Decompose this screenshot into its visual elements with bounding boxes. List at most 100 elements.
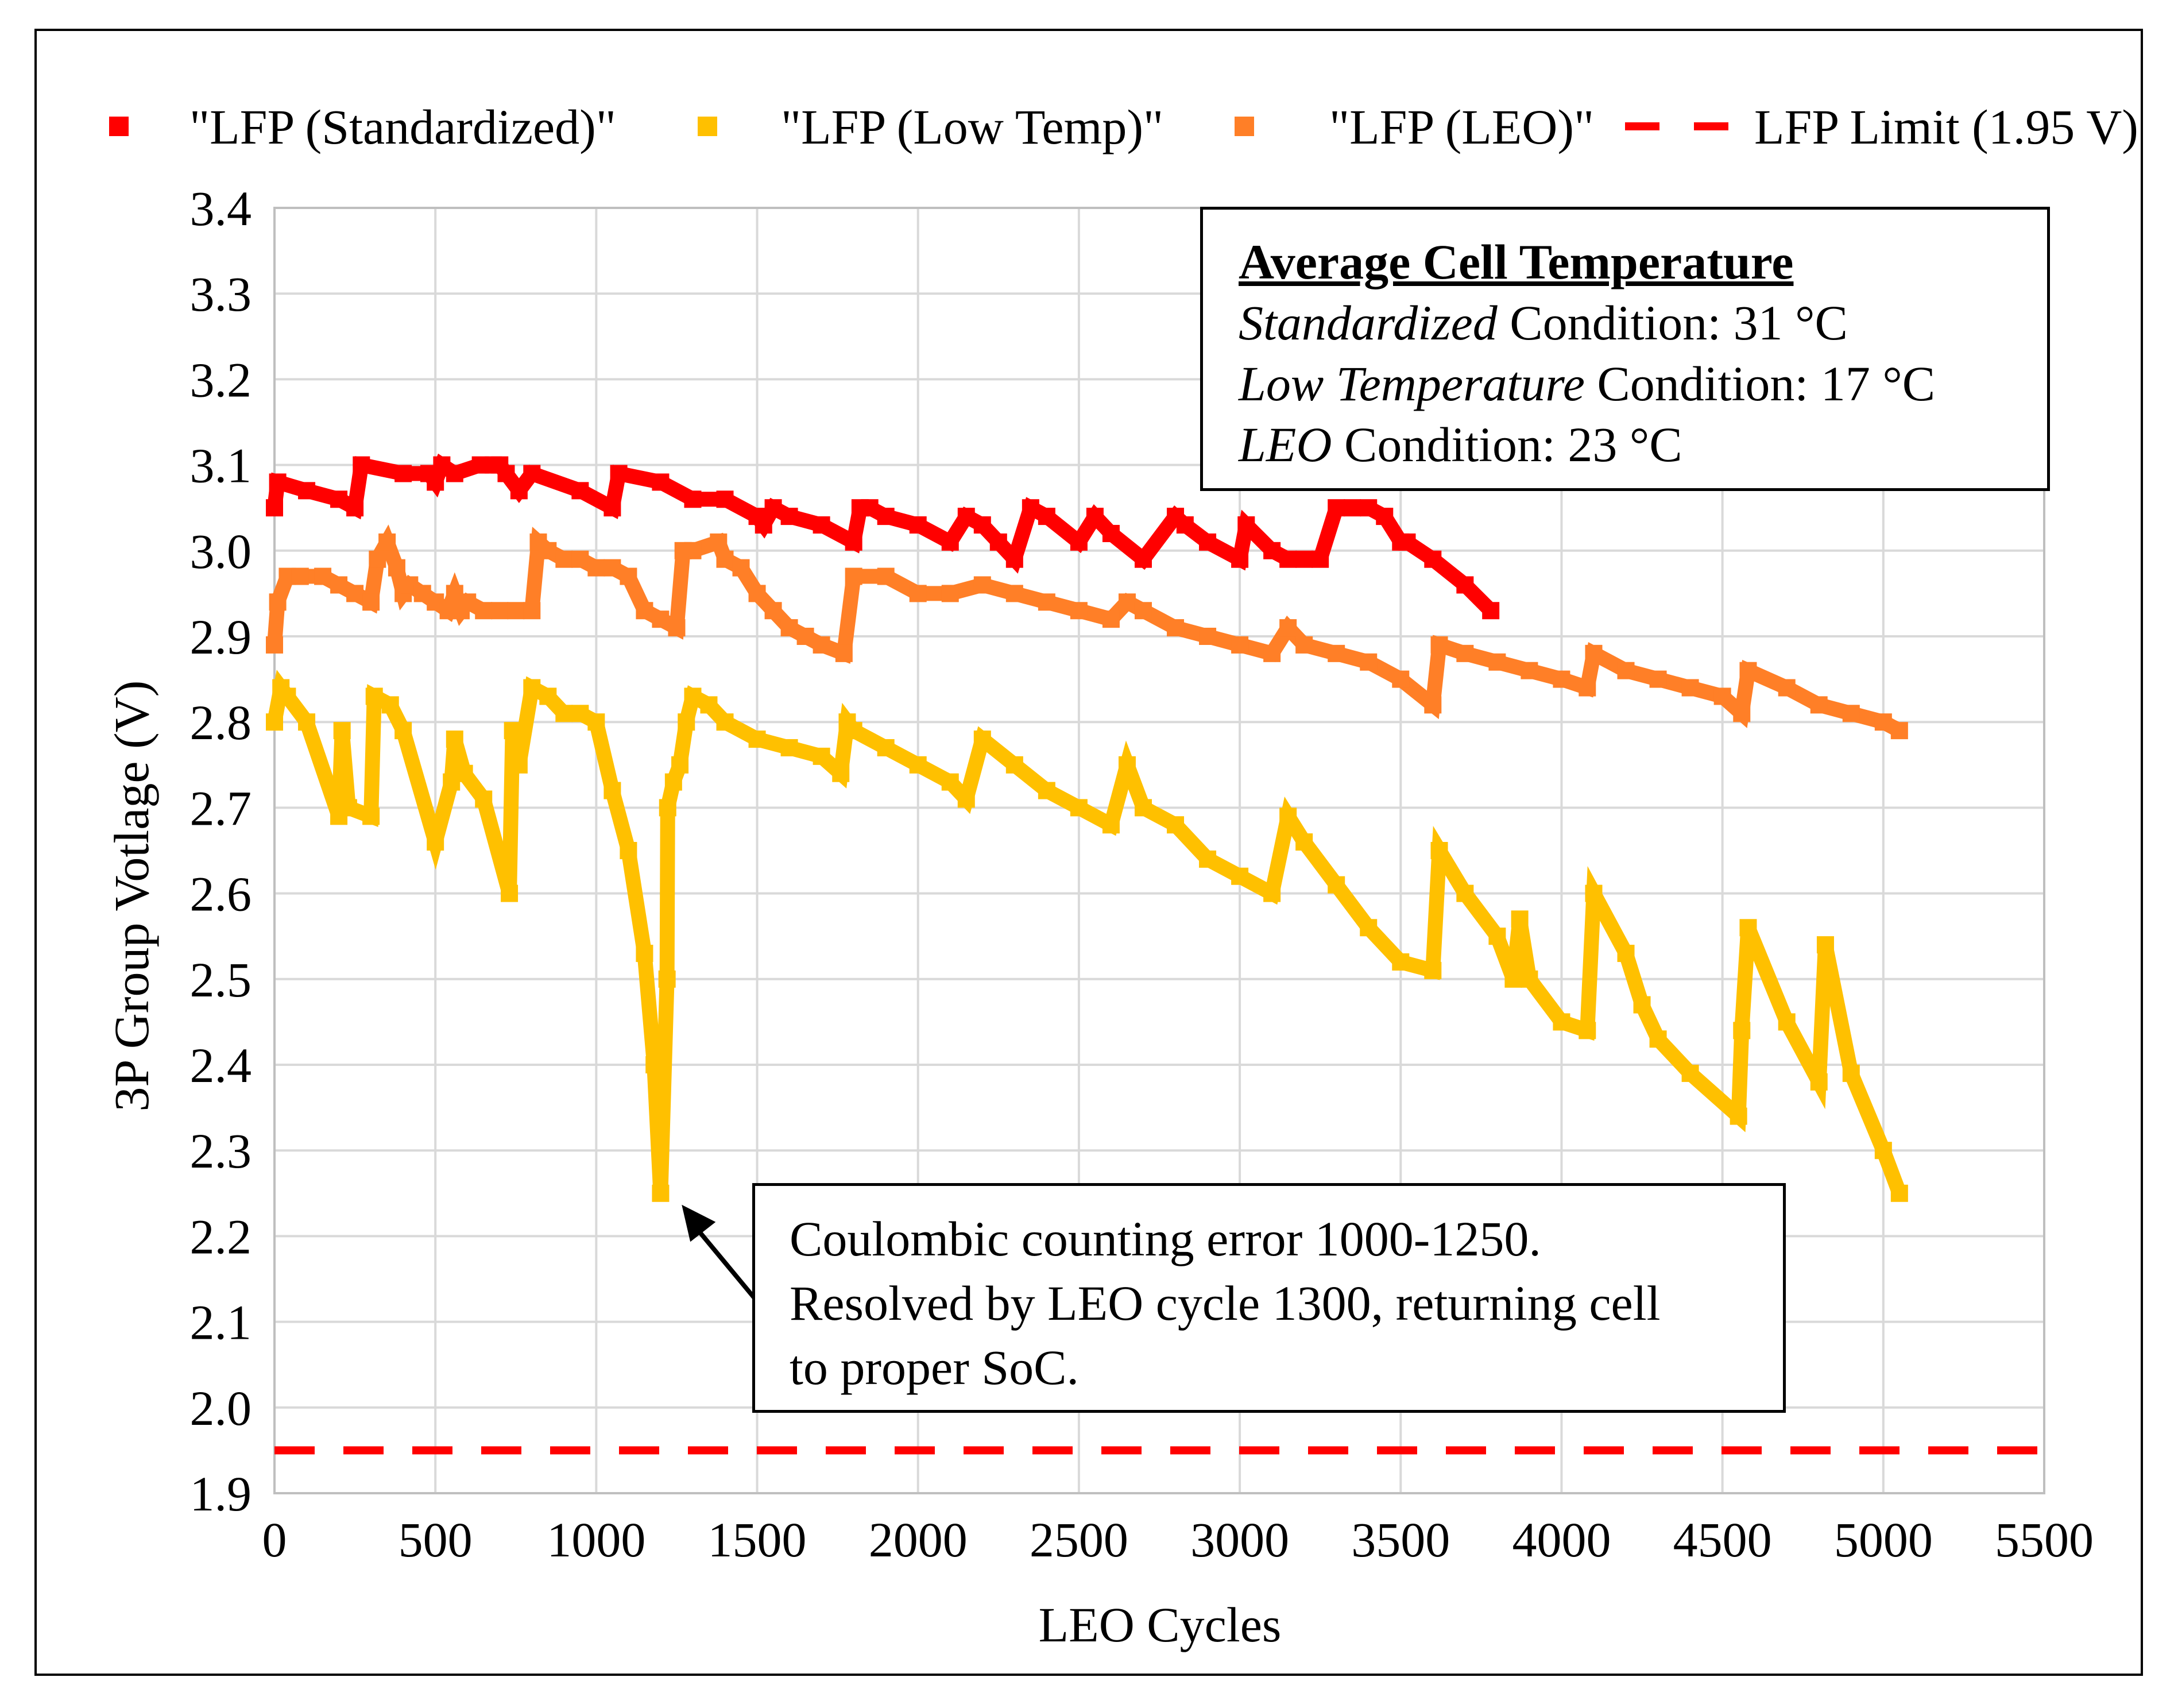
data-point — [269, 593, 287, 611]
series-layer — [266, 453, 2044, 1455]
data-point — [813, 516, 830, 534]
data-point — [459, 593, 477, 611]
data-point — [973, 731, 991, 748]
data-point — [1633, 996, 1651, 1014]
data-point — [1430, 842, 1448, 859]
data-point — [1038, 508, 1055, 525]
data-point — [510, 482, 528, 500]
data-point — [1176, 516, 1194, 534]
data-point — [330, 576, 348, 594]
data-point — [1279, 807, 1297, 825]
data-point — [381, 696, 399, 714]
data-point — [394, 465, 412, 482]
data-point — [659, 799, 676, 817]
data-point — [796, 628, 814, 645]
legend-swatch — [698, 117, 717, 136]
data-point — [1874, 713, 1892, 731]
data-point — [684, 542, 702, 559]
legend-label: LFP Limit (1.95 V) — [1754, 99, 2138, 154]
data-point — [266, 499, 283, 517]
data-point — [604, 499, 621, 517]
x-tick-label: 4000 — [1512, 1512, 1611, 1567]
data-point — [1231, 550, 1249, 568]
data-point — [587, 713, 605, 731]
data-point — [1617, 945, 1635, 963]
data-point — [1504, 970, 1522, 988]
data-point — [1488, 928, 1506, 945]
data-point — [1511, 910, 1529, 928]
data-point — [1488, 653, 1506, 671]
data-point — [555, 550, 573, 568]
data-point — [1295, 833, 1313, 851]
data-point — [1649, 1030, 1667, 1048]
data-point — [813, 747, 830, 765]
data-point — [764, 499, 782, 517]
data-point — [278, 687, 296, 705]
data-point — [941, 585, 959, 602]
x-tick-label: 3000 — [1190, 1512, 1289, 1567]
data-point — [1376, 508, 1394, 525]
y-tick-label: 2.5 — [190, 952, 252, 1007]
data-point — [973, 576, 991, 594]
x-tick-label: 500 — [399, 1512, 473, 1567]
y-tick-label: 3.1 — [190, 438, 252, 493]
data-point — [1456, 576, 1474, 594]
data-point — [671, 756, 689, 774]
data-point — [1263, 542, 1281, 559]
series-1 — [266, 670, 1908, 1202]
figure-frame — [34, 29, 2143, 1676]
data-point — [1102, 524, 1120, 542]
data-point — [269, 473, 287, 491]
data-point — [620, 842, 637, 859]
data-point — [1842, 705, 1860, 722]
data-point — [989, 533, 1007, 551]
data-point — [610, 465, 628, 482]
plot-area — [273, 207, 2045, 1494]
y-tick-label: 3.2 — [190, 352, 252, 407]
data-point — [1649, 670, 1667, 688]
x-tick-label: 0 — [262, 1512, 287, 1567]
x-axis-label: LEO Cycles — [1039, 1597, 1282, 1652]
data-point — [861, 499, 879, 517]
data-point — [1890, 1184, 1908, 1202]
axis-ticks: 0 500 1000 1500 2000 2500 3000 3500 4000 4500 5000… — [190, 181, 2094, 1567]
data-point — [1279, 619, 1297, 637]
temperature-line-standardized: Standardized Condition: 31 °C — [1239, 295, 1848, 350]
annotation-arrow — [682, 1204, 761, 1305]
data-point — [362, 807, 380, 825]
data-point — [1579, 1022, 1596, 1040]
data-point — [1360, 653, 1378, 671]
x-tick-label: 1500 — [708, 1512, 807, 1567]
data-point — [555, 705, 573, 722]
data-point — [523, 602, 541, 620]
data-point — [330, 490, 348, 508]
data-point — [845, 722, 862, 740]
data-point — [1118, 593, 1136, 611]
data-point — [1810, 1073, 1828, 1091]
series-2 — [266, 524, 1908, 740]
data-point — [1579, 679, 1596, 697]
data-point — [1890, 722, 1908, 740]
y-tick-label: 2.1 — [190, 1295, 252, 1350]
data-point — [1328, 876, 1345, 894]
data-point — [1102, 610, 1120, 628]
data-point — [1263, 884, 1281, 902]
data-point — [748, 585, 766, 602]
data-point — [620, 567, 637, 585]
legend-item: LFP Limit (1.95 V) — [1625, 99, 2138, 154]
data-point — [1733, 705, 1751, 722]
data-point — [700, 696, 718, 714]
y-tick-label: 2.3 — [190, 1123, 252, 1178]
data-point — [658, 970, 676, 988]
data-point — [645, 1056, 663, 1073]
error-note-line: Coulombic counting error 1000-1250. — [790, 1211, 1541, 1266]
data-point — [780, 508, 798, 525]
data-point — [394, 722, 412, 740]
data-point — [1713, 687, 1731, 705]
data-point — [780, 619, 798, 637]
data-point — [339, 799, 357, 817]
data-point — [716, 490, 734, 508]
data-point — [291, 567, 309, 585]
data-point — [1424, 961, 1442, 979]
y-tick-label: 3.0 — [190, 524, 252, 579]
